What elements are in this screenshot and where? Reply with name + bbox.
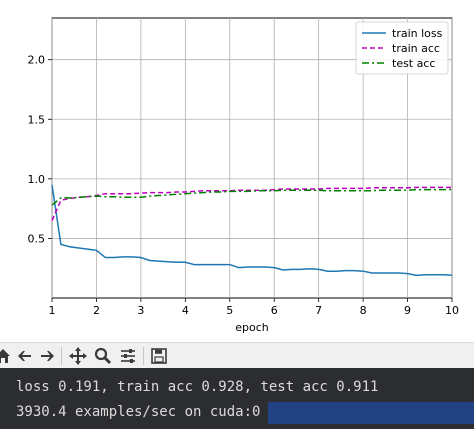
text-selection-highlight — [268, 402, 474, 424]
line-chart: 1 2 3 4 5 6 7 8 9 10 0.5 1.0 1.5 2.0 epoch train loss… — [28, 17, 460, 334]
x-tick-label: 5 — [226, 304, 233, 317]
console-line-metrics: loss 0.191, train acc 0.928, test acc 0.… — [16, 379, 379, 395]
x-tick-label: 9 — [404, 304, 411, 317]
plot-toolbar — [0, 342, 474, 369]
back-arrow-icon[interactable] — [14, 345, 36, 367]
series-line-train-loss — [51, 184, 453, 277]
y-tick-label: 0.5 — [28, 232, 46, 245]
console-line-throughput: 3930.4 examples/sec on cuda:0 — [16, 404, 261, 420]
x-tick-label: 3 — [137, 304, 144, 317]
x-tick-label: 8 — [360, 304, 367, 317]
zoom-icon[interactable] — [92, 345, 114, 367]
x-tick-label: 7 — [315, 304, 322, 317]
series-line-train-acc — [51, 186, 452, 221]
configure-subplots-icon[interactable] — [117, 345, 139, 367]
series-lines — [51, 184, 453, 277]
x-tick-label: 10 — [445, 304, 459, 317]
y-tick-label: 2.0 — [28, 54, 46, 67]
legend-box — [355, 21, 449, 75]
series-line-test-acc — [51, 188, 453, 206]
y-tick-label: 1.5 — [28, 113, 46, 126]
forward-arrow-icon[interactable] — [36, 345, 58, 367]
save-icon[interactable] — [148, 345, 170, 367]
x-tick-label: 2 — [93, 304, 100, 317]
x-tick-label: 1 — [49, 304, 56, 317]
legend-label: train acc — [392, 42, 440, 55]
x-tick-label: 4 — [182, 304, 189, 317]
legend-label: test acc — [392, 57, 435, 70]
home-icon[interactable] — [0, 345, 14, 367]
matplotlib-figure: 1 2 3 4 5 6 7 8 9 10 0.5 1.0 1.5 2.0 epoch train loss… — [27, 17, 460, 334]
y-tick-label: 1.0 — [28, 173, 46, 186]
legend: train loss train acc test acc — [355, 21, 449, 75]
axis-ticks: 1 2 3 4 5 6 7 8 9 10 0.5 1.0 1.5 2.0 — [28, 54, 460, 317]
pan-icon[interactable] — [67, 345, 89, 367]
x-axis-label: epoch — [235, 321, 269, 334]
legend-label: train loss — [392, 27, 443, 40]
x-tick-label: 6 — [271, 304, 278, 317]
